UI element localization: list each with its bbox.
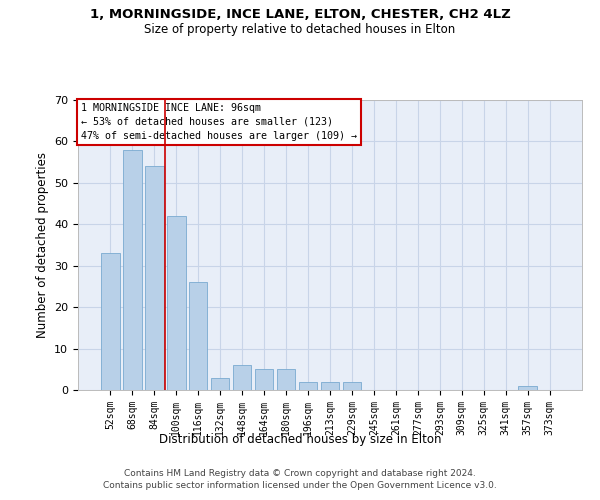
Bar: [145, 166, 164, 390]
Bar: [233, 365, 251, 390]
Bar: [255, 370, 274, 390]
Text: 1, MORNINGSIDE, INCE LANE, ELTON, CHESTER, CH2 4LZ: 1, MORNINGSIDE, INCE LANE, ELTON, CHESTE…: [89, 8, 511, 20]
Bar: [189, 282, 208, 390]
Y-axis label: Number of detached properties: Number of detached properties: [35, 152, 49, 338]
Bar: [299, 382, 317, 390]
Bar: [277, 370, 295, 390]
Bar: [343, 382, 361, 390]
Bar: [211, 378, 229, 390]
Bar: [518, 386, 537, 390]
Text: Size of property relative to detached houses in Elton: Size of property relative to detached ho…: [145, 22, 455, 36]
Bar: [101, 254, 119, 390]
Text: 1 MORNINGSIDE INCE LANE: 96sqm
← 53% of detached houses are smaller (123)
47% of: 1 MORNINGSIDE INCE LANE: 96sqm ← 53% of …: [80, 103, 356, 141]
Bar: [320, 382, 340, 390]
Text: Contains HM Land Registry data © Crown copyright and database right 2024.
Contai: Contains HM Land Registry data © Crown c…: [103, 469, 497, 490]
Bar: [167, 216, 185, 390]
Bar: [123, 150, 142, 390]
Text: Distribution of detached houses by size in Elton: Distribution of detached houses by size …: [159, 432, 441, 446]
